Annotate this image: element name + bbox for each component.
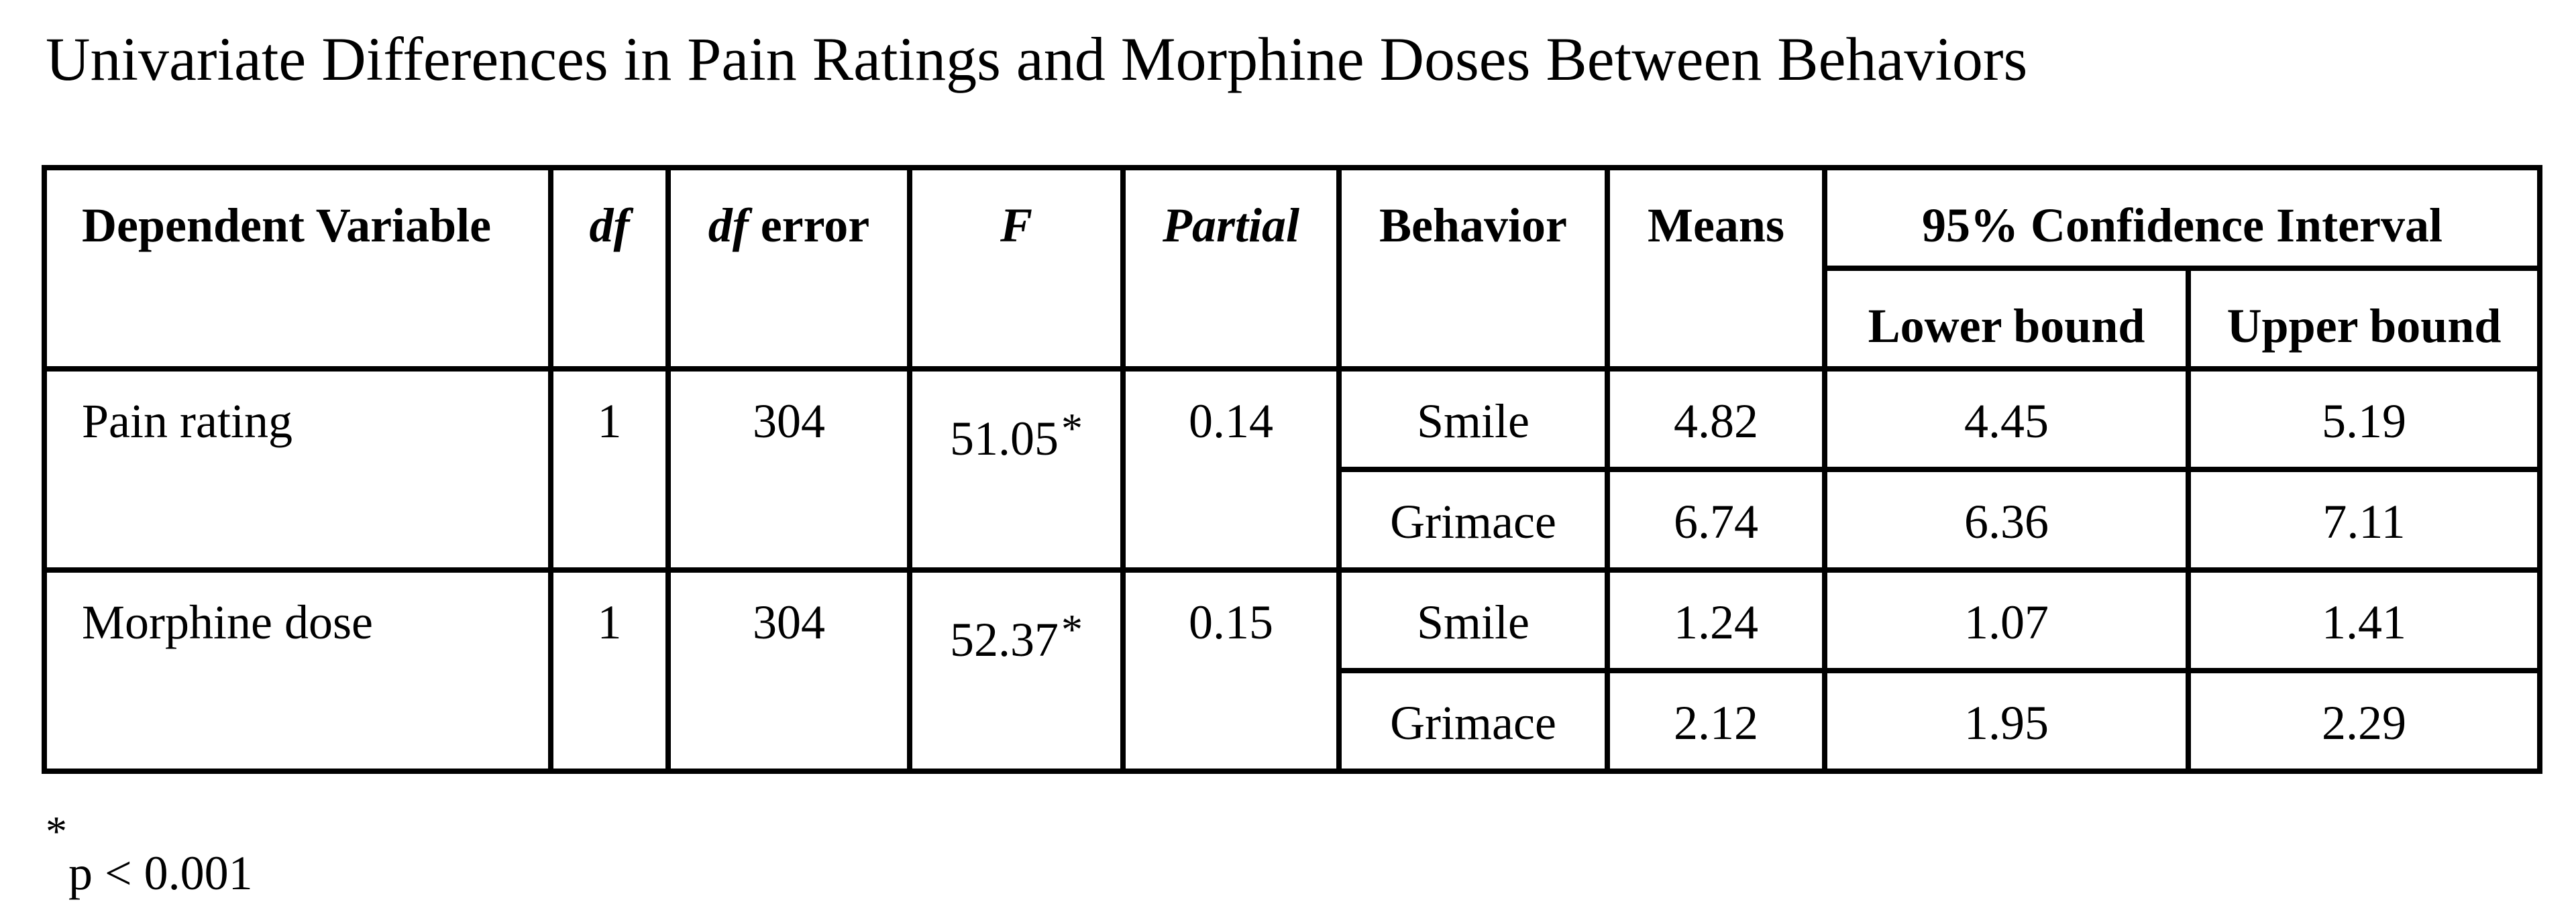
lower-bound-cell: 1.07	[1822, 567, 2191, 673]
df-cell: 1	[548, 567, 671, 774]
footnote-mark: *	[46, 807, 67, 855]
header-upper-bound: Upper bound	[2186, 266, 2542, 372]
header-df: df	[548, 165, 671, 372]
f-cell: 51.05*	[907, 366, 1126, 573]
df-error-cell: 304	[665, 567, 912, 774]
behavior-cell: Smile	[1336, 567, 1610, 673]
table-title: Univariate Differences in Pain Ratings a…	[46, 25, 2028, 93]
partial-cell: 0.14	[1120, 366, 1342, 573]
table-row: Morphine dose 1 304 52.37* 0.15 Smile 1.…	[42, 567, 2542, 774]
header-df-error-rest: error	[748, 198, 870, 252]
header-df-error: df error	[665, 165, 912, 372]
statistics-table: Dependent Variable df df error F Partial…	[42, 165, 2542, 774]
upper-bound-cell: 7.11	[2186, 467, 2542, 573]
header-df-error-italic: df	[708, 198, 749, 252]
lower-bound-cell: 1.95	[1822, 668, 2191, 774]
significance-mark: *	[1061, 606, 1083, 653]
table-row: Grimace 2.12 1.95 2.29	[44, 668, 2542, 774]
table-row: Pain rating 1 304 51.05* 0.14 Smile 4.82…	[42, 366, 2542, 573]
header-f: F	[907, 165, 1126, 372]
header-means: Means	[1605, 165, 1827, 372]
header-confidence-interval: 95% Confidence Interval	[1822, 165, 2542, 271]
header-dependent-variable: Dependent Variable	[42, 165, 553, 372]
f-cell: 52.37*	[907, 567, 1126, 774]
header-partial: Partial	[1120, 165, 1342, 372]
behavior-cell: Grimace	[1336, 668, 1610, 774]
upper-bound-cell: 1.41	[2186, 567, 2542, 673]
df-cell: 1	[548, 366, 671, 573]
mean-cell: 4.82	[1605, 366, 1827, 472]
lower-bound-cell: 4.45	[1822, 366, 2191, 472]
f-value: 52.37	[950, 613, 1059, 667]
mean-cell: 6.74	[1605, 467, 1827, 573]
upper-bound-cell: 2.29	[2186, 668, 2542, 774]
behavior-cell: Smile	[1336, 366, 1610, 472]
footnote-text: p < 0.001	[68, 846, 253, 900]
header-lower-bound: Lower bound	[1822, 266, 2191, 372]
header-row: Dependent Variable df df error F Partial…	[42, 165, 2542, 372]
mean-cell: 2.12	[1605, 668, 1827, 774]
dependent-variable-cell: Pain rating	[42, 366, 553, 573]
significance-mark: *	[1061, 404, 1083, 452]
subheader-row: Lower bound Upper bound	[44, 266, 2542, 372]
lower-bound-cell: 6.36	[1822, 467, 2191, 573]
df-error-cell: 304	[665, 366, 912, 573]
table-row: Grimace 6.74 6.36 7.11	[44, 467, 2542, 573]
behavior-cell: Grimace	[1336, 467, 1610, 573]
upper-bound-cell: 5.19	[2186, 366, 2542, 472]
header-behavior: Behavior	[1336, 165, 1610, 372]
dependent-variable-cell: Morphine dose	[42, 567, 553, 774]
partial-cell: 0.15	[1120, 567, 1342, 774]
f-value: 51.05	[950, 412, 1059, 465]
mean-cell: 1.24	[1605, 567, 1827, 673]
